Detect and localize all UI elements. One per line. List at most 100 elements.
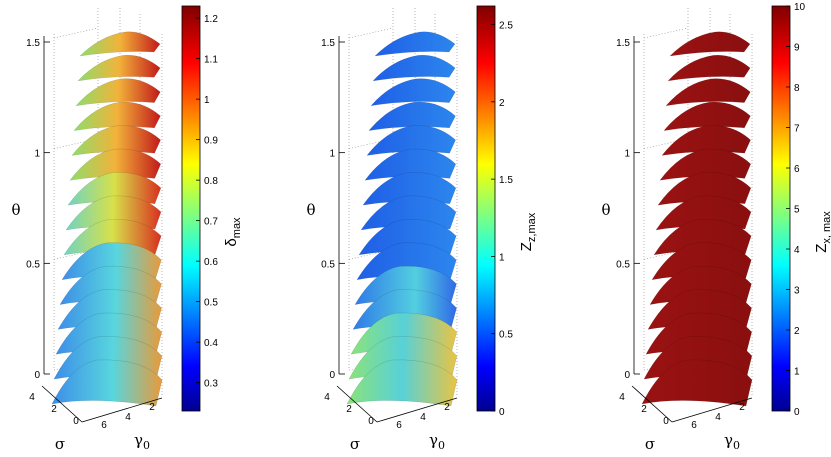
z-tick-label: 1.5 <box>26 38 40 49</box>
grid-line <box>53 27 99 39</box>
gamma-axis-label-sub: 0 <box>438 439 445 452</box>
surface-slice <box>372 54 456 82</box>
z-axis-label: θ <box>11 201 20 219</box>
gamma-tick-label: 6 <box>396 420 402 431</box>
gamma-axis-label-main: γ <box>429 431 438 449</box>
colorbar-tick-label: 4 <box>794 245 800 256</box>
z-tick-label: 0 <box>329 370 335 381</box>
gamma-tick-label: 4 <box>125 412 131 423</box>
colorbar-label-main: Z <box>518 242 535 251</box>
surface-slice <box>667 54 751 82</box>
gamma-tick-label: 2 <box>149 402 155 413</box>
surface-slice <box>79 31 161 57</box>
colorbar <box>181 5 201 412</box>
colorbar-tick-label: 1 <box>204 95 210 106</box>
colorbar-tick-label: 9 <box>794 43 800 54</box>
z-tick-label: 0.5 <box>616 259 630 270</box>
gamma-axis-label: γ0 <box>724 431 740 452</box>
gamma-tick-label: 4 <box>715 412 721 423</box>
gamma-axis-line <box>376 397 458 423</box>
surface-slice <box>346 359 458 407</box>
z-tick-label: 1.5 <box>321 38 335 49</box>
gamma-axis-label-main: γ <box>724 431 733 449</box>
colorbar-tick-label: 0.6 <box>204 257 218 268</box>
colorbar-tick-label: 1 <box>499 252 505 263</box>
colorbar-tick-label: 0.8 <box>204 176 218 187</box>
z-axis-label: θ <box>601 201 610 219</box>
colorbar-label-sub: max <box>231 217 243 238</box>
surface-slice <box>665 78 751 107</box>
sigma-tick-label: 4 <box>29 392 35 403</box>
gamma-tick-label: 4 <box>420 412 426 423</box>
colorbar-tick-label: 6 <box>794 164 800 175</box>
colorbar-label-sub: z,max <box>526 212 538 242</box>
colorbar-tick-label: 1.2 <box>204 14 218 25</box>
z-tick-label: 1 <box>624 149 630 160</box>
sigma-axis-label: σ <box>55 435 65 453</box>
colorbar-label-main: Z <box>813 244 830 253</box>
sigma-axis-line <box>41 385 83 423</box>
colorbar-tick-label: 0.7 <box>204 217 218 228</box>
z-tick-label: 1.5 <box>616 38 630 49</box>
gamma-axis-line <box>81 397 163 423</box>
sigma-tick-label: 4 <box>324 392 330 403</box>
colorbar-tick-label: 7 <box>794 124 800 135</box>
sigma-tick-label: 0 <box>368 416 374 427</box>
colorbar-tick-label: 1.5 <box>499 175 513 186</box>
colorbar-tick-label: 5 <box>794 205 800 216</box>
z-tick-label: 0.5 <box>26 259 40 270</box>
colorbar-tick-label: 0 <box>794 407 800 418</box>
colorbar-tick-label: 8 <box>794 83 800 94</box>
sigma-axis-label: σ <box>350 435 360 453</box>
sigma-tick-label: 4 <box>619 392 625 403</box>
surface-slice <box>51 359 163 407</box>
colorbar-tick-label: 2 <box>499 98 505 109</box>
surface-slice <box>75 78 161 107</box>
colorbar-tick-label: 0.4 <box>204 338 218 349</box>
colorbar-tick-label: 0.5 <box>204 298 218 309</box>
gamma-tick-label: 2 <box>444 402 450 413</box>
z-axis-label: θ <box>306 201 315 219</box>
surface-slice <box>370 78 456 107</box>
colorbar-tick-label: 10 <box>794 2 806 13</box>
sigma-tick-label: 2 <box>346 404 352 415</box>
colorbar <box>476 5 496 412</box>
z-tick-label: 0 <box>624 370 630 381</box>
sigma-axis-label: σ <box>645 435 655 453</box>
z-tick-label: 1 <box>329 149 335 160</box>
surface-slice <box>669 31 751 57</box>
z-tick-label: 1 <box>34 149 40 160</box>
grid-line <box>643 27 689 39</box>
colorbar-tick-label: 0.3 <box>204 379 218 390</box>
colorbar-tick-label: 0.9 <box>204 136 218 147</box>
colorbar-tick-label: 0.5 <box>499 330 513 341</box>
gamma-axis-label-main: γ <box>134 431 143 449</box>
gamma-axis-label: γ0 <box>134 431 150 452</box>
gamma-tick-label: 6 <box>101 420 107 431</box>
surface-slice <box>77 54 161 82</box>
gamma-axis-label-sub: 0 <box>733 439 740 452</box>
gamma-tick-label: 6 <box>691 420 697 431</box>
gamma-axis-label: γ0 <box>429 431 445 452</box>
surface-slice <box>374 31 456 57</box>
gamma-tick-label: 2 <box>739 402 745 413</box>
z-tick-label: 0 <box>34 370 40 381</box>
sigma-axis-line <box>336 385 378 423</box>
colorbar-label-sub: x, max <box>821 211 831 244</box>
gamma-axis-label-sub: 0 <box>143 439 150 452</box>
surface-slice <box>641 359 753 407</box>
colorbar-label: Zx, max <box>813 211 831 253</box>
colorbar-tick-label: 2.5 <box>499 21 513 32</box>
colorbar-label: Zz,max <box>518 212 538 251</box>
colorbar-tick-label: 1 <box>794 367 800 378</box>
colorbar-label-main: δ <box>223 238 240 246</box>
grid-line <box>348 27 394 39</box>
colorbar-tick-label: 2 <box>794 326 800 337</box>
colorbar-tick-label: 3 <box>794 286 800 297</box>
colorbar-label: δmax <box>223 217 243 247</box>
sigma-tick-label: 2 <box>641 404 647 415</box>
